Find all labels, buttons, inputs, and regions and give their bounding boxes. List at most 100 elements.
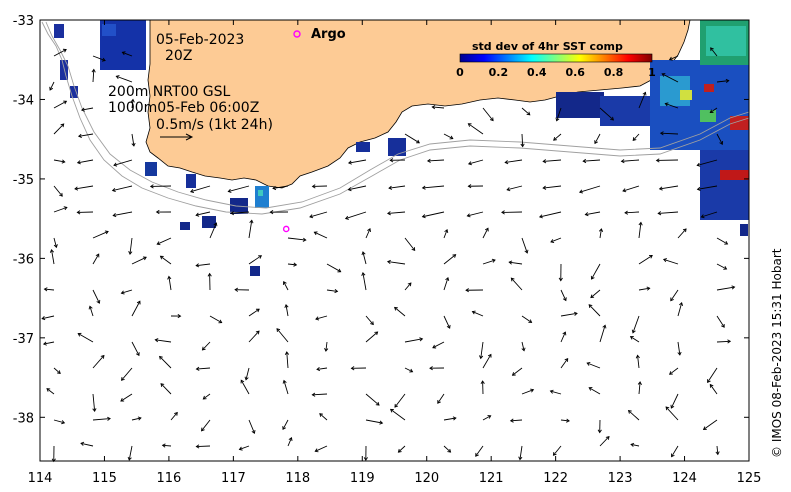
velocity-arrow <box>579 185 601 193</box>
velocity-arrow <box>480 341 484 359</box>
velocity-arrow <box>309 211 328 218</box>
velocity-arrow <box>53 123 65 135</box>
velocity-arrow <box>129 237 133 255</box>
velocity-arrow-head <box>416 139 420 144</box>
velocity-arrow-head <box>487 415 492 419</box>
velocity-arrow-head <box>255 308 260 313</box>
credit-text: © IMOS 08-Feb-2023 15:31 Hobart <box>770 248 784 458</box>
velocity-arrow-head <box>638 221 643 226</box>
velocity-arrow <box>53 49 67 57</box>
velocity-arrow <box>622 185 640 192</box>
x-tick-label: 116 <box>156 471 181 486</box>
velocity-arrow-head <box>631 329 636 334</box>
velocity-arrow <box>669 55 679 61</box>
velocity-arrow <box>659 185 679 190</box>
velocity-arrow-head <box>234 287 239 292</box>
velocity-arrow <box>591 263 601 280</box>
velocity-arrow-head <box>682 228 687 233</box>
velocity-arrow <box>131 256 147 265</box>
velocity-arrow-head <box>550 239 555 243</box>
velocity-arrow-head <box>620 159 625 164</box>
velocity-arrow-head <box>149 184 154 189</box>
velocity-arrow-head <box>526 111 531 116</box>
velocity-arrow-head <box>602 324 607 329</box>
velocity-arrow-head <box>449 135 454 140</box>
velocity-arrow <box>404 133 420 144</box>
velocity-arrow-head <box>127 456 132 461</box>
velocity-arrow-head <box>251 429 256 434</box>
velocity-arrow-head <box>386 259 391 265</box>
velocity-arrow-head <box>657 211 662 216</box>
velocity-arrow-head <box>240 379 245 384</box>
velocity-arrow-head <box>511 372 516 376</box>
velocity-arrow-head <box>276 328 281 332</box>
velocity-arrow-head <box>389 408 394 413</box>
velocity-arrow-head <box>77 332 82 337</box>
velocity-arrow-head <box>120 397 125 402</box>
velocity-arrow <box>287 237 306 241</box>
scale-arrow <box>160 133 194 141</box>
velocity-arrow-head <box>107 416 111 421</box>
velocity-arrow-head <box>389 158 394 163</box>
velocity-arrow <box>404 338 423 343</box>
velocity-arrow <box>365 315 374 325</box>
velocity-arrow-head <box>610 116 615 121</box>
scale-label: 0.5m/s (1kt 24h) <box>156 117 273 133</box>
velocity-arrow <box>707 367 718 383</box>
velocity-arrow <box>443 229 448 239</box>
velocity-arrow-head <box>552 452 557 456</box>
velocity-arrow <box>716 237 728 245</box>
velocity-arrow-head <box>282 280 287 285</box>
velocity-arrow-head <box>311 184 316 189</box>
velocity-arrow <box>709 384 718 395</box>
velocity-arrow-head <box>566 418 570 423</box>
velocity-arrow <box>638 287 650 291</box>
velocity-arrow-head <box>62 48 67 53</box>
velocity-arrow-head <box>80 107 85 112</box>
y-tick-label: -38 <box>13 411 34 426</box>
velocity-arrow <box>53 367 61 374</box>
velocity-arrow-head <box>678 302 684 307</box>
velocity-arrow-head <box>445 276 450 281</box>
velocity-arrow-head <box>201 427 205 432</box>
velocity-arrow-head <box>77 133 82 138</box>
velocity-arrow <box>521 237 528 254</box>
velocity-arrow <box>92 230 109 239</box>
velocity-arrow-head <box>53 244 58 249</box>
velocity-arrow <box>661 73 679 83</box>
y-tick-label: -34 <box>13 93 34 108</box>
velocity-arrow <box>443 445 451 453</box>
velocity-arrow <box>51 249 55 265</box>
velocity-arrow <box>209 315 222 324</box>
velocity-arrow <box>168 276 172 291</box>
velocity-arrow-head <box>665 406 670 411</box>
velocity-arrow <box>632 315 640 333</box>
velocity-arrow-head <box>282 426 287 431</box>
velocity-arrow-head <box>635 354 640 359</box>
velocity-arrow-head <box>59 192 63 197</box>
velocity-arrow <box>677 228 687 239</box>
velocity-arrow <box>697 159 718 166</box>
velocity-arrow-head <box>528 319 533 323</box>
velocity-arrow-head <box>658 186 663 191</box>
velocity-arrow <box>716 445 719 455</box>
velocity-arrow <box>467 211 484 217</box>
velocity-arrow <box>128 445 133 461</box>
velocity-arrow-head <box>727 339 732 344</box>
velocity-arrow <box>316 367 328 370</box>
velocity-arrow <box>670 393 679 409</box>
velocity-arrow <box>398 445 406 453</box>
x-tick-label: 120 <box>414 471 439 486</box>
contour-label-200m: 200m NRT00 GSL <box>108 84 231 100</box>
velocity-arrow <box>248 330 260 343</box>
velocity-arrow-head <box>350 366 355 371</box>
velocity-arrow-head <box>452 416 457 421</box>
velocity-arrow-head <box>154 338 159 343</box>
velocity-arrow-head <box>96 299 101 304</box>
time-label: 20Z <box>165 48 192 64</box>
velocity-arrow <box>703 419 718 430</box>
velocity-arrow <box>44 288 55 291</box>
velocity-arrow-head <box>100 354 105 359</box>
velocity-arrow <box>157 237 172 245</box>
velocity-arrow <box>286 351 289 369</box>
